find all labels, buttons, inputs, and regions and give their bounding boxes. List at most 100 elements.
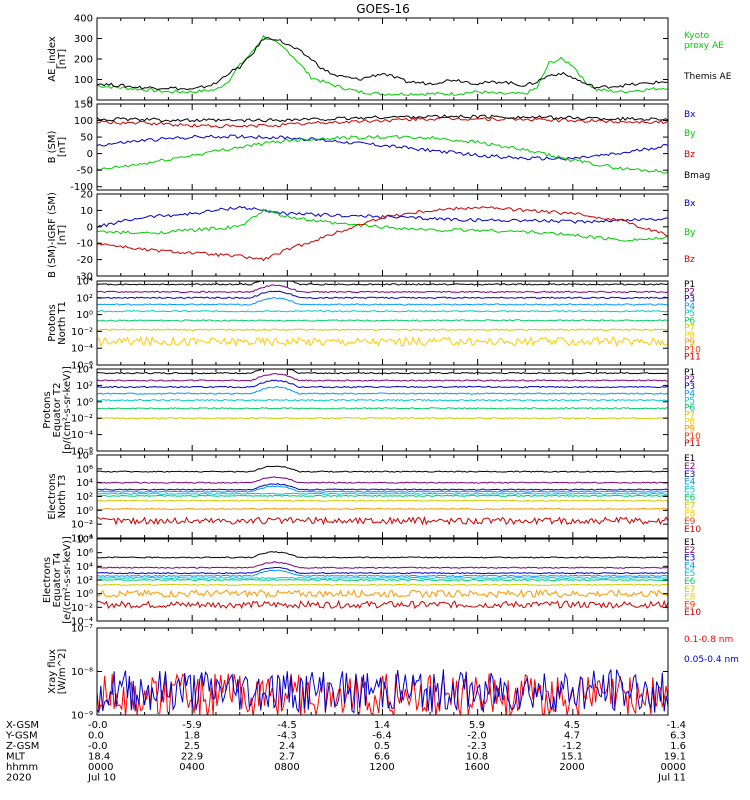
legend-entry-line: By	[684, 129, 696, 139]
legend-entry-e1: E1	[684, 454, 695, 464]
legend-entry-line: P8	[684, 418, 695, 428]
y-tick-label: 10⁴	[76, 365, 93, 376]
series-line-0-05-0-4-nm	[97, 669, 668, 714]
y-tick-label: 0	[87, 149, 93, 160]
legend-entry-line: E5	[684, 569, 695, 579]
series-group	[97, 34, 668, 97]
legend-entry-bmag: Bmag	[684, 171, 710, 181]
panel-7: 10⁸10⁶10⁴10²10⁰10⁻²10⁻⁴ElectronsEquator …	[42, 535, 701, 628]
y-tick-label: 10⁶	[76, 464, 93, 475]
y-axis-label: Xray flux[W/m^2]	[47, 649, 68, 695]
y-tick-label: 10⁻⁹	[71, 711, 93, 722]
series-line-themis-ae	[97, 37, 668, 91]
ephemeris-value: -0.0	[88, 741, 108, 752]
legend-entry-p10: P10	[684, 345, 701, 355]
legend-entry-p8: P8	[684, 331, 695, 341]
legend-entry-line: E3	[684, 554, 695, 564]
panel-frame	[96, 17, 669, 101]
y-tick-label: 400	[74, 14, 93, 25]
legend-entry-e4: E4	[684, 478, 696, 488]
y-tick-label: 10⁻⁴	[71, 534, 93, 545]
legend-entry-bz: Bz	[684, 150, 695, 160]
y-axis-label-line: B (SM)	[47, 130, 58, 163]
series-line-e3	[97, 566, 668, 575]
legend-entry-e10: E10	[684, 525, 701, 535]
ephemeris-table: X-GSM -0.0 -5.9 -4.5 1.4 5.9 4.5 -1.4 Y-GSM 0.0 1.…	[5, 720, 686, 784]
legend-entry-line: P7	[684, 411, 695, 421]
legend-entry-line: Bx	[684, 199, 696, 209]
series-line-p3	[97, 290, 668, 300]
panel-frame	[96, 280, 669, 366]
ephemeris-value: 0400	[179, 762, 204, 773]
ephemeris-value: 2.4	[279, 741, 295, 752]
ephemeris-value: 2000	[559, 762, 584, 773]
legend-entry-e8: E8	[684, 593, 696, 603]
ephemeris-value: 1.4	[374, 720, 390, 731]
legend: Bx By Bz	[684, 199, 696, 265]
ephemeris-value: 10.8	[466, 752, 488, 763]
ephemeris-value: 0.5	[374, 741, 390, 752]
y-axis-label: B (SM)-IGRF (SM)[nT]	[47, 192, 68, 278]
panel-2: 150 100 50 0 -50 -100 B (SM)[nT] Bx By Bz Bmag	[47, 100, 710, 194]
y-tick-label: -30	[77, 272, 93, 283]
legend-entry-p5: P5	[684, 309, 695, 319]
panel-3: 20 10 0 -10 -20 -30 B (SM)-IGRF (SM)[nT] Bx By Bz	[47, 190, 696, 283]
legend-entry-by: By	[684, 129, 696, 139]
ephemeris-value: -4.3	[277, 731, 297, 742]
series-group	[97, 669, 668, 715]
series-line-e8	[97, 507, 668, 511]
series-line-p3	[97, 379, 668, 389]
y-tick-label: 10⁻²	[71, 414, 93, 425]
series-line-kyoto-proxy-ae	[97, 34, 668, 97]
legend-entry-line: E10	[684, 608, 701, 618]
ephemeris-value: Jul 11	[657, 773, 686, 784]
series-line-e6	[97, 578, 668, 582]
series-line-bz	[97, 206, 668, 262]
series-line-e1	[97, 465, 668, 473]
legend-entry-line: P9	[684, 338, 695, 348]
legend-entry-line: 0.05-0.4 nm	[684, 655, 739, 665]
series-line-bx	[97, 205, 668, 229]
series-line-bx	[97, 134, 668, 161]
y-tick-label: -100	[70, 182, 93, 193]
legend-entry-line: P10	[684, 432, 701, 442]
ephemeris-value: Jul 10	[87, 773, 116, 784]
legend-entry-bx: Bx	[684, 110, 696, 120]
legend-entry-e9: E9	[684, 517, 696, 527]
series-line-p5	[97, 310, 668, 313]
legend-entry-p6: P6	[684, 403, 695, 413]
legend-entry-e8: E8	[684, 509, 696, 519]
ephemeris-row-label: Z-GSM	[6, 741, 39, 752]
y-tick-label: 10⁻⁶	[71, 361, 93, 372]
ephemeris-value: 0.0	[88, 731, 104, 742]
legend-entry-line: P1	[684, 368, 695, 378]
series-line-e2	[97, 476, 668, 484]
y-tick-label: 10⁴	[76, 277, 93, 288]
y-axis-label-line: Equator T2	[52, 383, 63, 438]
legend-entry-p1: P1	[684, 280, 695, 290]
legend-entry-line: Bmag	[684, 171, 710, 181]
legend: Bx By Bz Bmag	[684, 110, 710, 181]
y-tick-label: 10⁰	[76, 397, 93, 408]
legend-entry-line: Themis AE	[683, 72, 732, 82]
ephemeris-value: 22.9	[181, 752, 203, 763]
legend-entry-line: P10	[684, 345, 701, 355]
y-tick-label: 10⁰	[76, 589, 93, 600]
legend-entry-line: P2	[684, 287, 695, 297]
y-tick-label: 10²	[76, 381, 93, 392]
ephemeris-row-label: Y-GSM	[5, 731, 38, 742]
y-tick-label: 50	[80, 133, 93, 144]
series-line-e9	[97, 599, 668, 610]
legend-entry-e2: E2	[684, 462, 695, 472]
legend-entry-line: P6	[684, 316, 695, 326]
series-line-e7	[97, 499, 668, 502]
legend-entry-e7: E7	[684, 585, 695, 595]
series-line-e8	[97, 588, 668, 599]
y-tick-label: 10⁻⁷	[71, 624, 93, 635]
series-group	[97, 281, 668, 348]
legend-entry-line: P3	[684, 382, 695, 392]
figure-title: GOES-16	[356, 2, 410, 16]
panel-6: 10⁸ 10⁶ 10⁴ 10² 10⁰ 10⁻² 10⁻⁴ ElectronsNorth T3…	[47, 451, 701, 545]
